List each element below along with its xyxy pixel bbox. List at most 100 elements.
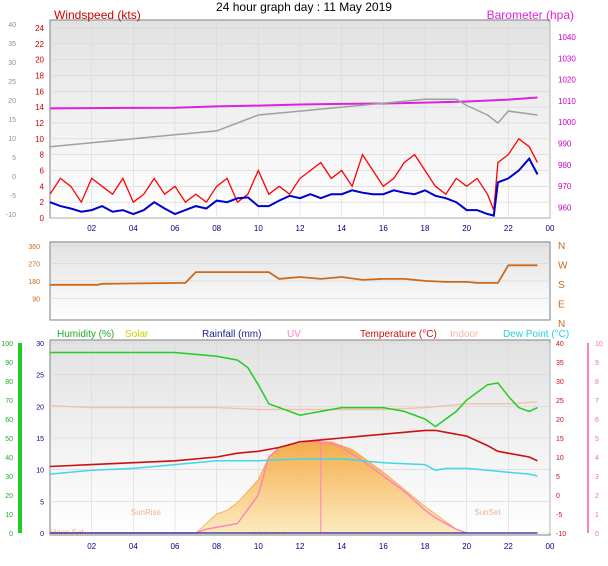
- temp-outer-y-tick: 0: [12, 174, 16, 181]
- compass-label: E: [558, 300, 565, 311]
- compass-label: S: [558, 280, 565, 291]
- direction-y-tick: 180: [28, 279, 40, 286]
- wind-y-tick: 4: [40, 182, 45, 191]
- baro-y-tick: 1000: [558, 118, 576, 127]
- temperature-y-tick: 20: [556, 417, 564, 424]
- temperature-y-tick: 0: [556, 493, 560, 500]
- humidity-y-tick: 0: [9, 531, 13, 538]
- dewpoint-line: [49, 458, 538, 477]
- temp-outer-y-tick: 10: [8, 136, 16, 143]
- temp-outer-y-tick: -10: [6, 212, 16, 219]
- humidity-y-tick: 70: [5, 398, 13, 405]
- wind-x-tick: 08: [212, 224, 221, 233]
- direction-y-tick: 360: [28, 244, 40, 251]
- legend-windspeed: Windspeed (kts): [54, 8, 141, 22]
- baro-y-tick: 970: [558, 182, 572, 191]
- wind-x-tick: 10: [254, 224, 263, 233]
- climate-x-tick: 00: [546, 542, 555, 551]
- rain-y-tick: 30: [36, 341, 44, 348]
- compass-label: N: [558, 241, 565, 252]
- climate-x-tick: 14: [337, 542, 346, 551]
- climate-x-tick: 08: [212, 542, 221, 551]
- legend-item: Rainfall (mm): [202, 329, 261, 340]
- wind-x-tick: 16: [379, 224, 388, 233]
- uv-y-tick: 7: [595, 398, 599, 405]
- climate-x-tick: 02: [87, 542, 96, 551]
- baro-y-tick: 990: [558, 139, 572, 148]
- legend-item: Indoor: [450, 329, 479, 340]
- legend-item: Humidity (%): [57, 329, 114, 340]
- wind-x-tick: 18: [421, 224, 430, 233]
- climate-x-tick: 12: [296, 542, 305, 551]
- legend-item: Dew Point (°C): [503, 329, 569, 340]
- temp-outer-y-tick: 30: [8, 60, 16, 67]
- humidity-y-tick: 100: [1, 341, 13, 348]
- wind-x-tick: 20: [462, 224, 471, 233]
- rain-y-tick: 15: [36, 436, 44, 443]
- wind-y-tick: 24: [35, 24, 44, 33]
- uv-y-tick: 1: [595, 512, 599, 519]
- temperature-y-tick: 5: [556, 474, 560, 481]
- temperature-y-tick: 35: [556, 360, 564, 367]
- temperature-y-tick: 30: [556, 379, 564, 386]
- direction-y-tick: 90: [32, 296, 40, 303]
- average-wind-line: [49, 156, 539, 217]
- temp-outer-y-tick: 35: [8, 41, 16, 48]
- temp-outer-y-tick: 20: [8, 98, 16, 105]
- baro-y-tick: 980: [558, 161, 572, 170]
- wind-y-tick: 16: [35, 87, 44, 96]
- baro-y-tick: 1020: [558, 76, 576, 85]
- wind-y-tick: 0: [40, 214, 45, 223]
- climate-x-tick: 04: [129, 542, 138, 551]
- uv-y-tick: 8: [595, 379, 599, 386]
- windspeed-line: [49, 137, 539, 211]
- legend-item: Solar: [125, 329, 149, 340]
- baro-y-tick: 1040: [558, 33, 576, 42]
- baro-y-tick: 960: [558, 203, 572, 212]
- temp-outer-y-tick: 40: [8, 22, 16, 29]
- wind-x-tick: 12: [296, 224, 305, 233]
- rain-y-tick: 5: [40, 499, 44, 506]
- legend-item: UV: [287, 329, 301, 340]
- humidity-y-tick: 60: [5, 417, 13, 424]
- uv-y-tick: 6: [595, 417, 599, 424]
- uv-y-tick: 2: [595, 493, 599, 500]
- compass-label: W: [558, 261, 568, 272]
- temperature-y-tick: 40: [556, 341, 564, 348]
- direction-y-tick: 270: [28, 261, 40, 268]
- humidity-y-tick: 50: [5, 436, 13, 443]
- uv-y-tick: 0: [595, 531, 599, 538]
- wind-x-tick: 02: [87, 224, 96, 233]
- humidity-y-tick: 80: [5, 379, 13, 386]
- temperature-y-tick: -10: [556, 531, 566, 538]
- wind-y-tick: 2: [40, 198, 45, 207]
- rain-y-tick: 25: [36, 373, 44, 380]
- sun-moon-annotation: SunSet: [474, 508, 501, 517]
- wind-y-tick: 18: [35, 71, 44, 80]
- climate-x-tick: 20: [462, 542, 471, 551]
- wind-x-tick: 22: [504, 224, 513, 233]
- climate-x-tick: 06: [171, 542, 180, 551]
- rain-y-tick: 0: [40, 531, 44, 538]
- sun-moon-annotation: SunRise: [131, 508, 162, 517]
- rain-y-tick: 20: [36, 404, 44, 411]
- wind-y-tick: 8: [40, 151, 45, 160]
- legend-item: Temperature (°C): [360, 329, 437, 340]
- rain-y-tick: 10: [36, 468, 44, 475]
- temp-outer-y-tick: -5: [10, 193, 16, 200]
- wind-y-tick: 22: [35, 40, 44, 49]
- climate-x-tick: 16: [379, 542, 388, 551]
- wind-x-tick: 00: [546, 224, 555, 233]
- barometer-line: [49, 96, 538, 110]
- compass-label: N: [558, 319, 565, 330]
- wind-y-tick: 14: [35, 103, 44, 112]
- temperature-y-tick: 25: [556, 398, 564, 405]
- humidity-y-tick: 90: [5, 360, 13, 367]
- uv-y-tick: 5: [595, 436, 599, 443]
- baro-y-tick: 1030: [558, 54, 576, 63]
- temperature-y-tick: 10: [556, 455, 564, 462]
- humidity-y-tick: 30: [5, 474, 13, 481]
- wind-x-tick: 06: [171, 224, 180, 233]
